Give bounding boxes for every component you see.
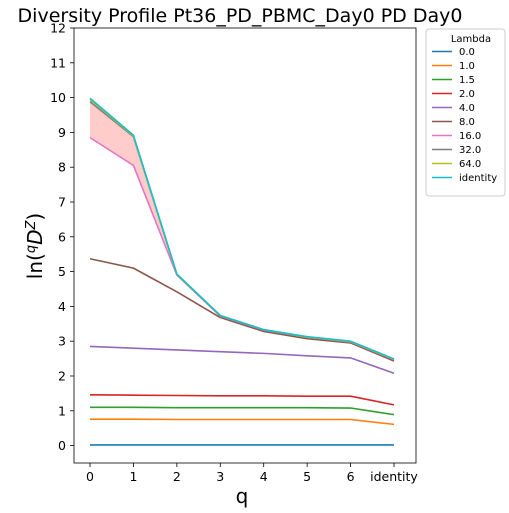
legend-entry-label: 2.0 bbox=[459, 89, 475, 100]
series-line-1-0 bbox=[90, 418, 395, 426]
y-tick-label: 12 bbox=[50, 21, 66, 36]
legend-entry-label: 1.0 bbox=[459, 61, 475, 72]
x-tick-label: identity bbox=[370, 469, 418, 484]
y-axis-label: ln(qDZ) bbox=[23, 213, 47, 279]
legend-entry-label: 0.0 bbox=[459, 47, 475, 58]
y-tick-label: 3 bbox=[58, 334, 66, 349]
legend-entry-label: 16.0 bbox=[459, 131, 481, 142]
x-tick-label: 0 bbox=[86, 469, 94, 484]
series-line-8-0 bbox=[89, 257, 395, 362]
y-tick-label: 7 bbox=[58, 195, 66, 210]
series-line-2-0 bbox=[89, 393, 395, 406]
y-tick-label: 5 bbox=[58, 264, 66, 279]
legend: Lambda 0.0 1.0 1.5 2.0 4.0 8.0 16.0 32.0 64.0 ide… bbox=[425, 28, 506, 197]
legend-entry-label: 8.0 bbox=[459, 117, 475, 128]
y-tick-label: 10 bbox=[50, 90, 66, 105]
x-tick-label: 5 bbox=[303, 469, 311, 484]
x-tick-label: 4 bbox=[260, 469, 268, 484]
y-tick-label: 8 bbox=[58, 160, 66, 175]
y-tick-label: 0 bbox=[58, 438, 66, 453]
y-tick-label: 4 bbox=[58, 299, 66, 314]
x-tick-label: 1 bbox=[129, 469, 137, 484]
legend-entry-label: identity bbox=[459, 173, 497, 184]
legend-entry-label: 1.5 bbox=[459, 75, 475, 86]
x-tick-label: 2 bbox=[173, 469, 181, 484]
series-line-identity bbox=[89, 97, 395, 360]
y-tick-label: 1 bbox=[58, 403, 66, 418]
legend-entry-label: 32.0 bbox=[459, 145, 481, 156]
series-line-4-0 bbox=[89, 345, 395, 374]
x-axis-label: q bbox=[236, 484, 249, 508]
y-tick-label: 9 bbox=[58, 125, 66, 140]
legend-entry-label: 64.0 bbox=[459, 159, 481, 170]
plot-area bbox=[73, 27, 417, 464]
x-tick-label: 6 bbox=[347, 469, 355, 484]
legend-title: Lambda bbox=[451, 34, 491, 45]
shaded-band bbox=[90, 98, 177, 276]
y-tick-label: 6 bbox=[58, 229, 66, 244]
series-line-1-5 bbox=[90, 406, 395, 416]
y-tick-label: 11 bbox=[50, 55, 66, 70]
x-tick-label: 3 bbox=[216, 469, 224, 484]
chart-title: Diversity Profile Pt36_PD_PBMC_Day0 PD D… bbox=[18, 5, 463, 27]
y-tick-label: 2 bbox=[58, 369, 66, 384]
legend-entry-label: 4.0 bbox=[459, 103, 475, 114]
